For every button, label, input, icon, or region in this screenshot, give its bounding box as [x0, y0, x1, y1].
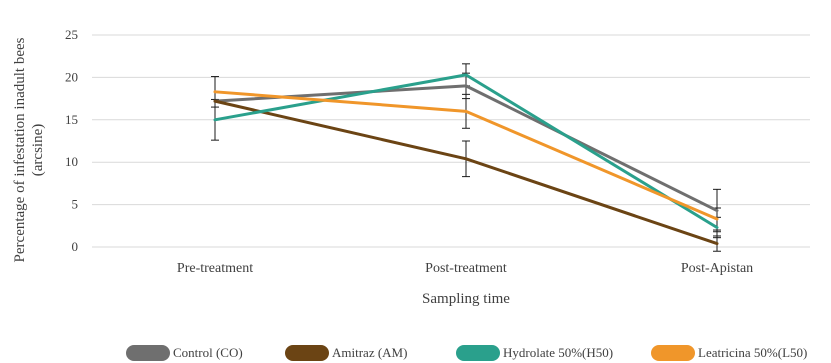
y-tick-label: 25	[65, 27, 78, 42]
y-tick-labels: 0 5 10 15 20 25	[65, 27, 78, 254]
x-category-label: Pre-treatment	[177, 261, 253, 276]
gridlines	[92, 34, 810, 248]
x-axis-title: Sampling time	[422, 291, 510, 307]
legend-swatch	[285, 345, 329, 361]
legend-label: Control (CO)	[173, 345, 243, 360]
legend-swatch	[126, 345, 170, 361]
legend-swatch	[456, 345, 500, 361]
x-category-label: Post-Apistan	[681, 261, 753, 276]
y-axis-title-line1: Percentage of infestation inadult bees	[12, 37, 28, 262]
x-category-label: Post-treatment	[425, 261, 507, 276]
y-tick-label: 0	[72, 239, 79, 254]
y-tick-label: 5	[72, 197, 79, 212]
y-axis-title-line2: (arcsine)	[30, 124, 46, 176]
series-line-0	[213, 84, 719, 213]
legend-item: Control (CO)	[126, 345, 243, 361]
series-line-3	[213, 90, 719, 221]
y-tick-label: 20	[65, 69, 78, 84]
series-line-1	[213, 99, 719, 246]
legend-label: Leatricina 50%(L50)	[698, 345, 807, 360]
legend-item: Hydrolate 50%(H50)	[456, 345, 613, 361]
x-category-labels: Pre-treatment Post-treatment Post-Apistan	[177, 261, 753, 276]
legend-item: Amitraz (AM)	[285, 345, 407, 361]
legend-item: Leatricina 50%(L50)	[651, 345, 807, 361]
legend-label: Amitraz (AM)	[332, 345, 407, 360]
y-tick-label: 10	[65, 154, 78, 169]
legend-swatch	[651, 345, 695, 361]
series-lines	[213, 73, 719, 246]
y-axis-title: Percentage of infestation inadult bees (…	[12, 37, 46, 262]
legend-label: Hydrolate 50%(H50)	[503, 345, 613, 360]
series-line-2	[213, 73, 719, 229]
y-tick-label: 15	[65, 112, 78, 127]
legend: Control (CO) Amitraz (AM) Hydrolate 50%(H5…	[126, 345, 807, 361]
